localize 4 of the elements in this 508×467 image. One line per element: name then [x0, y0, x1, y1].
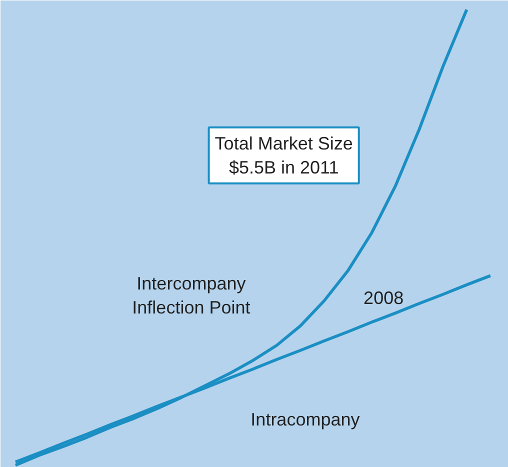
annotation: 2008 [364, 288, 404, 308]
annotation: Total Market Size $5.5B in 2011 [214, 133, 353, 178]
annotation: Intercompany Inflection Point [132, 274, 250, 318]
text: Intracompany [250, 410, 360, 430]
